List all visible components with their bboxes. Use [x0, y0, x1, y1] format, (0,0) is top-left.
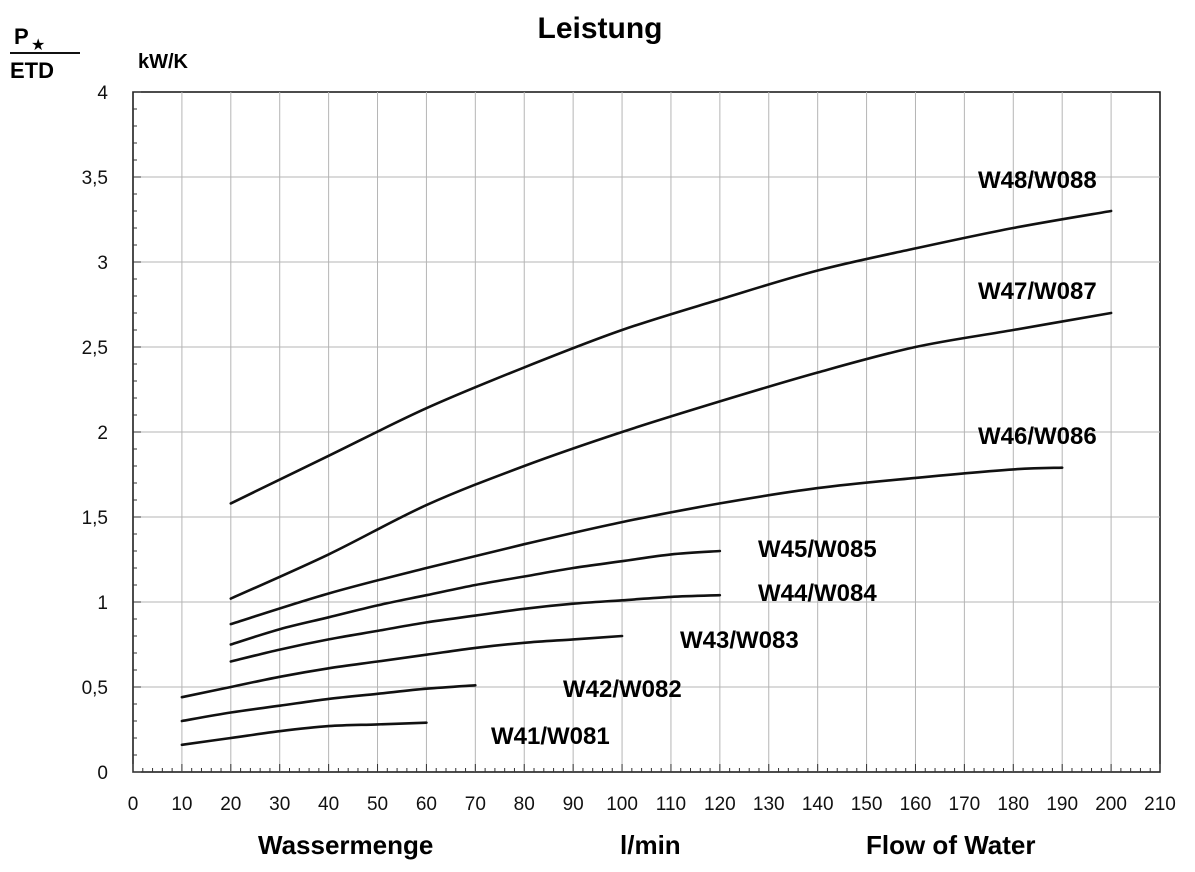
star-icon: ★ [31, 35, 45, 54]
chart-title: Leistung [538, 12, 663, 45]
x-tick-label: 0 [128, 794, 139, 815]
minor-ticks [132, 91, 1161, 773]
x-tick-label: 120 [704, 794, 736, 815]
series-line [229, 311, 1113, 600]
x-tick-label: 50 [367, 794, 388, 815]
x-label-flow-of-water: Flow of Water [866, 830, 1035, 860]
x-tick-label: 110 [656, 794, 686, 815]
series-label: W45/W085 [758, 536, 877, 563]
x-label-unit: l/min [620, 830, 681, 860]
y-tick-label: 3 [97, 253, 108, 274]
series-line [180, 721, 428, 747]
y-tick-label: 1,5 [82, 508, 108, 529]
series-label: W42/W082 [563, 676, 682, 703]
series-label: W47/W087 [978, 278, 1097, 305]
series-lines [180, 209, 1113, 747]
y-tick-label: 2,5 [82, 338, 108, 359]
x-tick-label: 130 [753, 794, 785, 815]
series-label: W43/W083 [680, 627, 799, 654]
y-tick-label: 0 [97, 763, 108, 784]
x-tick-label: 200 [1095, 794, 1127, 815]
series-line [229, 593, 722, 663]
grid [133, 92, 1160, 772]
x-tick-label: 210 [1144, 794, 1176, 815]
x-tick-label: 160 [900, 794, 932, 815]
x-tick-label: 40 [318, 794, 339, 815]
y-label-numerator: P [14, 24, 29, 49]
y-tick-label: 2 [97, 423, 108, 444]
series-line [229, 466, 1064, 626]
y-unit: kW/K [138, 51, 189, 73]
y-label-denominator: ETD [10, 58, 54, 83]
x-label-wassermenge: Wassermenge [258, 830, 433, 860]
series-label: W46/W086 [978, 423, 1097, 450]
x-tick-label: 190 [1046, 794, 1078, 815]
y-tick-labels: 0 0,5 1 1,5 2 2,5 3 3,5 4 [82, 83, 109, 784]
y-tick-label: 3,5 [82, 168, 108, 189]
series-label: W44/W084 [758, 580, 877, 607]
series-line [180, 634, 624, 699]
x-tick-label: 30 [269, 794, 290, 815]
x-tick-label: 180 [997, 794, 1029, 815]
series-line [180, 684, 477, 723]
x-tick-label: 70 [465, 794, 486, 815]
series-label: W41/W081 [491, 723, 610, 750]
y-tick-label: 1 [97, 593, 108, 614]
series-label: W48/W088 [978, 167, 1097, 194]
x-tick-label: 170 [949, 794, 981, 815]
x-tick-label: 100 [606, 794, 638, 815]
x-tick-label: 60 [416, 794, 437, 815]
x-tick-label: 20 [220, 794, 241, 815]
x-tick-label: 10 [171, 794, 192, 815]
series-labels: W41/W081 W42/W082 W43/W083 W44/W084 W45/W085… [491, 167, 1097, 750]
x-tick-labels: 0 10 20 30 40 50 60 70 80 90 100 110 120 130 140 150 160… [128, 794, 1176, 815]
series-line [229, 209, 1113, 505]
x-tick-label: 140 [802, 794, 834, 815]
x-tick-label: 150 [851, 794, 883, 815]
x-tick-label: 80 [514, 794, 535, 815]
series-line [229, 549, 722, 646]
x-tick-label: 90 [563, 794, 584, 815]
y-tick-label: 4 [97, 83, 108, 104]
y-tick-label: 0,5 [82, 678, 108, 699]
